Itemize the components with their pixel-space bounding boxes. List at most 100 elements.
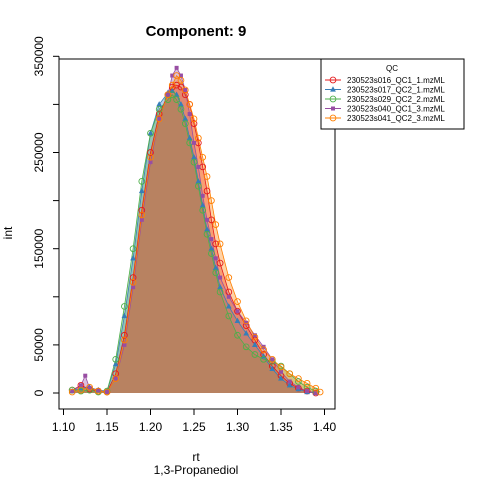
series-3-point <box>112 355 120 363</box>
series-1-area <box>72 85 316 393</box>
series-5-point <box>103 388 111 396</box>
series-4-point <box>105 390 109 395</box>
series-5-point <box>173 72 180 79</box>
series-3-point <box>295 378 302 385</box>
legend-marker-3 <box>329 95 337 103</box>
series-4-point <box>279 369 283 374</box>
legend-title: QC <box>386 64 398 73</box>
series-2-point <box>121 312 128 319</box>
series-4-point <box>205 217 210 222</box>
legend-label-2: 230523s017_QC2_1.mzML <box>347 86 445 95</box>
series-5-point <box>286 370 294 378</box>
series-1-point <box>121 331 128 339</box>
series-1-point <box>138 206 146 214</box>
series-4-point <box>200 193 205 198</box>
series-4-point <box>70 389 75 394</box>
series-4-point <box>296 385 301 390</box>
series-2-point <box>130 255 137 261</box>
series-5-point <box>295 375 302 382</box>
series-5-point <box>168 81 176 89</box>
series-4-point <box>313 391 318 395</box>
series-5-point <box>138 211 146 219</box>
series-3-point <box>212 269 220 277</box>
series-4-point <box>235 309 240 314</box>
series-4-point <box>218 275 223 280</box>
series-4-point <box>78 383 83 388</box>
chart-title: Component: 9 <box>146 23 247 40</box>
series-4-point <box>157 116 162 121</box>
series-5-point <box>203 173 211 180</box>
series-5-point <box>181 86 189 94</box>
series-3-point <box>190 158 198 166</box>
y-axis: 0 50000 150000 250000 350000 <box>32 36 60 396</box>
series-3-point <box>251 351 259 358</box>
y-tick-label: 0 <box>32 389 46 396</box>
series-4-point <box>148 160 153 165</box>
series-3-point <box>195 182 202 190</box>
y-tick-label: 50000 <box>32 328 46 362</box>
y-tick-label: 250000 <box>32 132 46 172</box>
series-3-point <box>216 288 224 296</box>
series-1-point <box>147 149 154 156</box>
series-3-point <box>173 96 180 103</box>
series-2-point <box>169 87 176 94</box>
legend-box <box>320 58 465 130</box>
series-markers <box>68 65 324 397</box>
series-4-area <box>72 67 316 394</box>
series-2-point <box>112 360 119 367</box>
series-4-point <box>113 376 118 381</box>
series-5-point <box>260 346 267 354</box>
series-5-point <box>186 101 194 108</box>
series-3-point <box>242 343 250 351</box>
legend-marker-4 <box>331 106 335 111</box>
series-5-point <box>303 380 311 387</box>
x-axis-label: rt <box>192 450 200 464</box>
series-2-point <box>234 317 241 323</box>
series-4-point <box>305 389 310 394</box>
series-5-point <box>112 375 120 382</box>
series-4-point <box>209 237 214 242</box>
series-4-point <box>287 379 292 384</box>
series-4-point <box>187 112 192 117</box>
series-1-point <box>173 81 180 89</box>
x-tick-label: 1.10 <box>52 420 76 434</box>
series-5-point <box>155 115 163 123</box>
series-3-point <box>203 230 211 238</box>
series-5-point <box>177 76 185 84</box>
series-2-point <box>251 341 258 348</box>
series-2-point <box>269 365 276 372</box>
series-3-point <box>208 250 215 257</box>
series-2-point <box>138 187 145 194</box>
series-5-point <box>312 384 320 392</box>
series-4-point <box>170 73 175 78</box>
series-1-point <box>190 120 198 127</box>
y-axis-label: int <box>1 226 15 239</box>
series-2-point <box>147 130 154 136</box>
series-3-point <box>129 245 137 253</box>
series-4-point <box>96 388 101 393</box>
x-axis: 1.10 1.15 1.20 1.25 1.30 1.35 1.40 <box>52 408 337 434</box>
series-5-point <box>208 197 215 204</box>
series-4-point <box>252 333 257 338</box>
legend-label-4: 230523s040_QC1_3.mzML <box>347 105 445 114</box>
x-axis-sublabel: 1,3-Propanediol <box>154 463 239 477</box>
series-5-point <box>316 388 324 396</box>
legend-label-5: 230523s041_QC2_3.mzML <box>347 114 445 123</box>
series-4-point <box>83 373 88 378</box>
series-5-point <box>190 115 198 123</box>
legend-label-1: 230523s016_QC1_1.mzML <box>347 76 445 85</box>
x-tick-label: 1.40 <box>313 420 337 434</box>
legend: QC 230523s016_QC1_1.mzML230523s017_QC2_1… <box>320 58 465 130</box>
series-5-point <box>129 279 137 286</box>
series-3-point <box>147 129 154 137</box>
series-4-point <box>196 164 201 169</box>
y-tick-label: 350000 <box>32 36 46 76</box>
series-5-point <box>195 134 202 142</box>
series-2-point <box>286 382 293 388</box>
series-1-point <box>129 274 137 281</box>
series-4-point <box>244 320 249 325</box>
series-2-point <box>225 303 232 309</box>
series-3-point <box>234 331 241 339</box>
series-1-point <box>203 187 211 195</box>
